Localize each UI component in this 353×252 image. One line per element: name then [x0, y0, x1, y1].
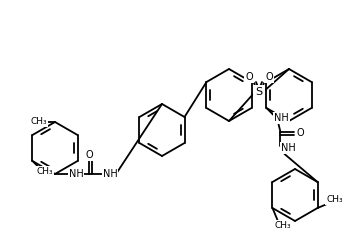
Text: NH: NH	[274, 113, 289, 123]
Text: O: O	[265, 72, 273, 82]
Text: NH: NH	[281, 143, 296, 153]
Text: NH: NH	[103, 169, 118, 179]
Text: NH: NH	[68, 169, 83, 179]
Text: O: O	[85, 150, 93, 160]
Text: CH₃: CH₃	[36, 167, 53, 175]
Text: CH₃: CH₃	[326, 196, 343, 205]
Text: CH₃: CH₃	[274, 220, 291, 230]
Text: O: O	[297, 128, 304, 138]
Text: CH₃: CH₃	[31, 117, 47, 127]
Text: O: O	[245, 72, 253, 82]
Text: S: S	[256, 87, 263, 97]
